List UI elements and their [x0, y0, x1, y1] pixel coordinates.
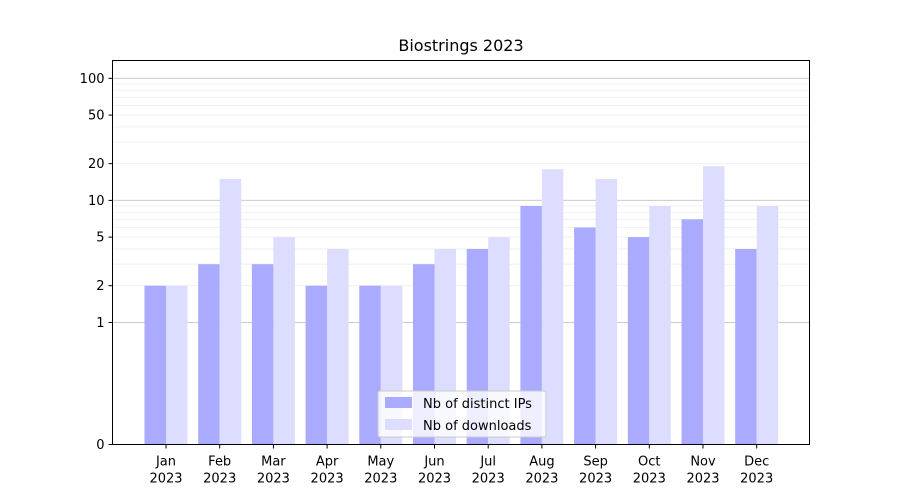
x-tick-label-month: May [367, 455, 394, 470]
x-tick-label-year: 2023 [633, 472, 666, 487]
bar-ips [305, 285, 328, 445]
bar-ips [359, 285, 381, 445]
x-tick-label-year: 2023 [472, 472, 505, 487]
bar-downloads [219, 178, 242, 445]
legend-label-ips: Nb of distinct IPs [423, 397, 532, 412]
x-tick-label-year: 2023 [257, 472, 290, 487]
x-tick-label-year: 2023 [740, 472, 773, 487]
x-tick-label-month: Feb [208, 455, 231, 470]
y-tick-label: 1 [96, 316, 104, 331]
x-tick-label-year: 2023 [203, 472, 236, 487]
x-tick-label-month: Oct [638, 455, 660, 470]
bar-ips [198, 264, 220, 445]
x-tick-label-month: Jul [479, 455, 496, 470]
x-tick-label-month: Dec [744, 455, 769, 470]
bar-downloads [595, 178, 618, 445]
bar-downloads [166, 285, 188, 445]
x-tick-label-month: Apr [316, 455, 339, 470]
x-tick-label-year: 2023 [149, 472, 182, 487]
bar-ips [627, 237, 650, 445]
x-tick-label-month: Mar [261, 455, 286, 470]
x-tick-label-month: Jun [423, 455, 444, 470]
bar-ips [520, 205, 542, 445]
x-tick-label-year: 2023 [364, 472, 397, 487]
legend: Nb of distinct IPs Nb of downloads [377, 390, 547, 438]
x-tick-label-month: Aug [529, 455, 554, 470]
bar-ips [735, 248, 757, 445]
bar-downloads [756, 205, 779, 445]
x-tick-label-year: 2023 [311, 472, 344, 487]
x-tick-label-month: Nov [690, 455, 716, 470]
y-tick-label: 50 [88, 109, 105, 124]
bar-ips [144, 285, 166, 445]
bar-downloads [541, 169, 564, 445]
bar-ips [251, 264, 274, 445]
x-tick-label-year: 2023 [525, 472, 558, 487]
chart-title: Biostrings 2023 [398, 36, 523, 55]
bar-downloads [273, 237, 295, 445]
y-tick-label: 10 [88, 194, 105, 209]
y-tick-label: 2 [96, 279, 104, 294]
x-tick-label-year: 2023 [686, 472, 719, 487]
x-tick-label-year: 2023 [579, 472, 612, 487]
x-tick-label-month: Jan [155, 455, 176, 470]
legend-swatch-ips [385, 397, 412, 408]
legend-box [377, 390, 547, 438]
bar-ips [681, 219, 703, 445]
y-tick-label: 20 [88, 157, 105, 172]
legend-swatch-downloads [385, 419, 412, 430]
x-tick-label-year: 2023 [418, 472, 451, 487]
y-tick-label: 100 [80, 72, 105, 87]
x-axis: Jan 2023 Feb 2023 Mar 2023 Apr 2023 May 2023 Jun 20… [149, 444, 773, 487]
y-tick-label: 5 [96, 231, 104, 246]
x-tick-label-month: Sep [583, 455, 608, 470]
plot-frame [112, 60, 810, 445]
bar-downloads [703, 166, 725, 445]
bar-downloads [327, 248, 349, 445]
bar-downloads [649, 205, 671, 445]
y-axis: 0 1 2 5 10 20 50 100 [80, 72, 113, 453]
legend-label-downloads: Nb of downloads [423, 419, 532, 434]
bar-ips [574, 227, 596, 445]
y-tick-label: 0 [96, 438, 104, 453]
